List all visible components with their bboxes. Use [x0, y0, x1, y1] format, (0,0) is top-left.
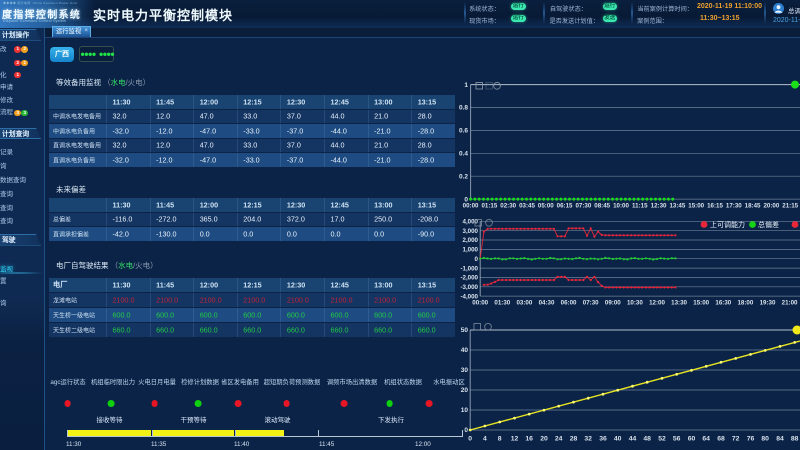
svg-text:4: 4 [483, 436, 487, 443]
svg-text:06:00: 06:00 [561, 300, 577, 307]
svg-text:13:45: 13:45 [669, 203, 685, 210]
svg-text:总偏差: 总偏差 [758, 220, 779, 229]
svg-text:03:00: 03:00 [516, 300, 532, 307]
svg-text:56: 56 [673, 436, 681, 443]
svg-text:12:00: 12:00 [649, 300, 665, 307]
svg-text:12: 12 [511, 436, 519, 443]
svg-text:12:30: 12:30 [651, 203, 667, 210]
svg-text:17:30: 17:30 [726, 203, 742, 210]
svg-text:64: 64 [702, 436, 710, 443]
svg-text:40: 40 [461, 347, 469, 354]
svg-text:80: 80 [761, 436, 769, 443]
svg-text:0: 0 [475, 256, 479, 263]
svg-text:8: 8 [498, 436, 502, 443]
svg-text:0.8: 0.8 [459, 105, 468, 112]
svg-text:2,000: 2,000 [463, 237, 479, 244]
svg-text:0.4: 0.4 [459, 151, 468, 158]
svg-text:50: 50 [461, 327, 469, 334]
svg-text:15:00: 15:00 [688, 203, 704, 210]
svg-text:1,000: 1,000 [463, 247, 479, 254]
svg-text:32: 32 [584, 436, 592, 443]
svg-text:4,000: 4,000 [463, 219, 479, 226]
svg-text:-4,000: -4,000 [460, 293, 478, 300]
svg-text:10: 10 [461, 407, 469, 414]
svg-text:52: 52 [658, 436, 666, 443]
svg-text:-3,000: -3,000 [460, 284, 478, 291]
svg-text:20:00: 20:00 [763, 203, 779, 210]
svg-text:48: 48 [643, 436, 651, 443]
svg-text:03:45: 03:45 [519, 203, 535, 210]
svg-text:0: 0 [464, 427, 468, 434]
svg-text:0.6: 0.6 [459, 128, 468, 135]
svg-text:00:00: 00:00 [463, 203, 479, 210]
svg-text:13:30: 13:30 [671, 300, 687, 307]
svg-text:-2,000: -2,000 [460, 275, 478, 282]
svg-text:11:15: 11:15 [632, 203, 648, 210]
svg-text:16: 16 [525, 436, 533, 443]
svg-text:10:30: 10:30 [627, 300, 643, 307]
svg-text:1: 1 [464, 82, 468, 89]
svg-text:07:30: 07:30 [583, 300, 599, 307]
svg-text:36: 36 [599, 436, 607, 443]
svg-text:01:15: 01:15 [481, 203, 497, 210]
svg-text:18:45: 18:45 [745, 203, 761, 210]
svg-text:21:15: 21:15 [782, 203, 798, 210]
svg-text:44: 44 [629, 436, 637, 443]
svg-text:上可调能力: 上可调能力 [710, 220, 745, 229]
svg-text:05:00: 05:00 [538, 203, 554, 210]
svg-text:09:00: 09:00 [605, 300, 621, 307]
svg-text:00:00: 00:00 [472, 300, 488, 307]
svg-text:30: 30 [461, 367, 469, 374]
svg-text:19:30: 19:30 [760, 300, 776, 307]
svg-text:01:30: 01:30 [494, 300, 510, 307]
svg-text:60: 60 [688, 436, 696, 443]
svg-text:-1,000: -1,000 [460, 265, 478, 272]
svg-text:04:30: 04:30 [539, 300, 555, 307]
svg-text:28: 28 [570, 436, 578, 443]
svg-text:15:00: 15:00 [693, 300, 709, 307]
svg-text:21:00: 21:00 [782, 300, 798, 307]
svg-text:07:30: 07:30 [575, 203, 591, 210]
svg-text:06:15: 06:15 [557, 203, 573, 210]
svg-text:68: 68 [717, 436, 725, 443]
svg-text:0.2: 0.2 [459, 173, 468, 180]
svg-text:16:30: 16:30 [715, 300, 731, 307]
svg-text:40: 40 [614, 436, 622, 443]
svg-text:08:45: 08:45 [594, 203, 610, 210]
svg-text:20: 20 [461, 387, 469, 394]
svg-text:0: 0 [468, 436, 472, 443]
svg-text:84: 84 [776, 436, 784, 443]
svg-text:10:00: 10:00 [613, 203, 629, 210]
svg-text:24: 24 [555, 436, 563, 443]
svg-text:0: 0 [464, 196, 468, 203]
svg-text:18:00: 18:00 [737, 300, 753, 307]
svg-text:72: 72 [732, 436, 740, 443]
svg-text:20: 20 [540, 436, 548, 443]
svg-text:3,000: 3,000 [463, 228, 479, 235]
svg-text:02:30: 02:30 [500, 203, 516, 210]
svg-text:88: 88 [791, 436, 799, 443]
svg-text:16:15: 16:15 [707, 203, 723, 210]
svg-text:76: 76 [747, 436, 755, 443]
